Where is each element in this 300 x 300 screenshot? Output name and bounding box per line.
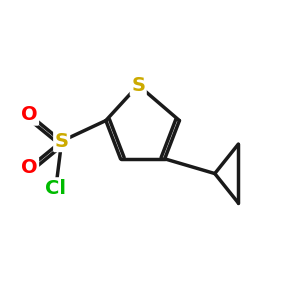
- Text: O: O: [21, 105, 38, 124]
- Text: O: O: [21, 158, 38, 177]
- Text: S: S: [131, 76, 145, 95]
- Text: Cl: Cl: [45, 179, 66, 198]
- Text: S: S: [55, 132, 69, 151]
